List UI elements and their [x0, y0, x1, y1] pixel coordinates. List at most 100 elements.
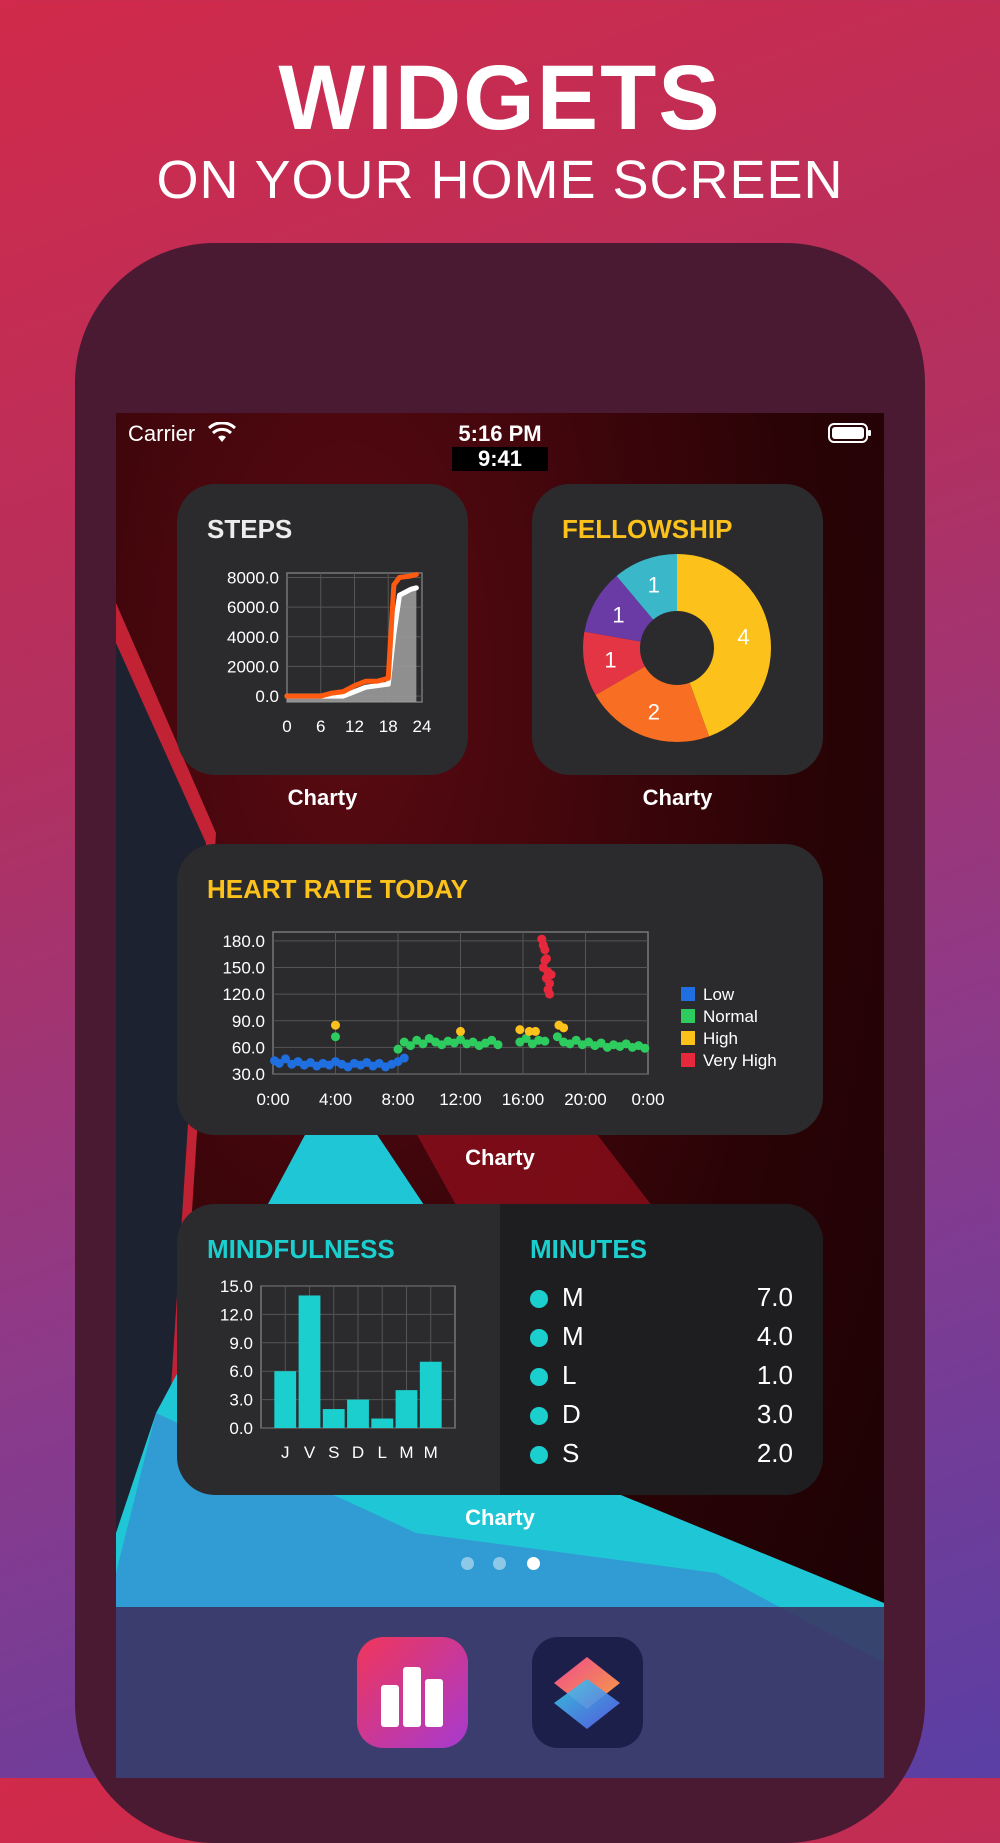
hero-subtitle: ON YOUR HOME SCREEN [156, 150, 844, 210]
steps-x-tick: 12 [345, 717, 364, 736]
minutes-label: M [562, 1321, 584, 1351]
hr-point [493, 1040, 503, 1050]
steps-series-line [284, 571, 419, 699]
wifi-icon [208, 422, 236, 442]
hr-x-tick: 16:00 [502, 1090, 545, 1109]
pie-slice-label: 1 [648, 573, 660, 598]
hr-legend-swatch [681, 987, 695, 1001]
charty-app-icon[interactable] [357, 1637, 468, 1748]
hr-point [331, 1032, 340, 1042]
steps-x-tick: 6 [316, 717, 325, 736]
hr-point [515, 1025, 525, 1035]
mindfulness-bar [395, 1390, 418, 1428]
pie-slice-label: 4 [737, 624, 749, 649]
hr-point [552, 1032, 562, 1042]
minutes-dot-icon [530, 1446, 548, 1464]
mindfulness-bar [298, 1295, 321, 1428]
steps-y-tick: 2000.0 [227, 657, 279, 676]
hr-y-tick: 90.0 [232, 1012, 265, 1031]
steps-widget[interactable]: STEPS 8000.0 6000.0 4000.0 2000.0 0.0 0 6 12 18 2… [177, 484, 468, 775]
hr-point [596, 1038, 606, 1048]
hr-y-tick: 180.0 [222, 932, 265, 951]
pie-slice-label: 1 [604, 648, 616, 673]
minutes-title: MINUTES [530, 1234, 647, 1264]
minutes-dot-icon [530, 1368, 548, 1386]
heart-rate-widget[interactable]: HEART RATE TODAY 180.0 150.0 120.0 90.0 60.0… [177, 844, 823, 1135]
hr-point [559, 1023, 569, 1033]
hr-point [524, 1026, 534, 1036]
steps-caption: Charty [287, 785, 358, 810]
hr-point [399, 1053, 409, 1063]
minutes-row: S 2.0 [530, 1438, 793, 1470]
mindfulness-bar [419, 1361, 442, 1428]
hr-point [281, 1054, 290, 1064]
minutes-value: 1.0 [756, 1360, 793, 1390]
hr-x-tick: 12:00 [439, 1090, 482, 1109]
hero-title: WIDGETS [278, 47, 722, 149]
fellowship-caption: Charty [642, 785, 713, 810]
hr-y-tick: 120.0 [222, 985, 265, 1004]
pie-slice [584, 575, 654, 642]
pie-slice [583, 631, 645, 695]
hr-x-tick: 0:00 [256, 1090, 289, 1109]
bar-y-tick: 9.0 [229, 1334, 253, 1353]
hr-point [540, 945, 550, 955]
mindfulness-bar [371, 1418, 394, 1428]
heart-rate-caption: Charty [465, 1145, 535, 1170]
hr-point [331, 1020, 340, 1030]
hr-legend-swatch [681, 1009, 695, 1023]
minutes-panel [500, 1204, 823, 1495]
bar-y-tick: 0.0 [229, 1419, 253, 1438]
home-screen: Carrier 5:16 PM 9:41 STEPS 8000.0 6000.0 4… [116, 413, 884, 1778]
hr-point [540, 955, 550, 965]
mindfulness-bar [274, 1371, 297, 1428]
hr-legend-label: High [703, 1029, 738, 1048]
hr-legend-swatch [681, 1053, 695, 1067]
minutes-row: M 7.0 [530, 1282, 793, 1314]
hr-point [406, 1041, 415, 1051]
minutes-value: 3.0 [756, 1399, 793, 1429]
hr-point [456, 1034, 465, 1044]
minutes-value: 7.0 [756, 1282, 793, 1312]
pie-slice-label: 1 [612, 602, 624, 627]
bar-y-tick: 6.0 [229, 1362, 253, 1381]
hr-point [531, 1026, 540, 1036]
minutes-dot-icon [530, 1290, 548, 1308]
hr-point [487, 1035, 497, 1045]
steps-x-tick: 0 [282, 717, 291, 736]
page-dot-3[interactable] [527, 1557, 540, 1570]
shortcuts-app-icon[interactable] [532, 1637, 643, 1748]
hr-legend-label: Normal [703, 1007, 758, 1026]
bar-y-tick: 12.0 [220, 1305, 253, 1324]
page-dot-2[interactable] [493, 1557, 506, 1570]
fellowship-title: FELLOWSHIP [562, 514, 733, 544]
shortcuts-icon [554, 1657, 620, 1729]
bar-x-tick: D [352, 1443, 364, 1462]
status-time: 5:16 PM [458, 421, 542, 446]
steps-x-tick: 24 [413, 717, 432, 736]
steps-x-tick: 18 [379, 717, 398, 736]
hr-legend-swatch [681, 1031, 695, 1045]
hr-point [418, 1039, 428, 1049]
mindfulness-title: MINDFULNESS [207, 1234, 395, 1264]
bar-x-tick: S [328, 1443, 339, 1462]
mindfulness-chart: 15.012.09.06.03.00.0J V S D L M M [220, 1277, 456, 1462]
hr-y-tick: 60.0 [232, 1038, 265, 1057]
hr-point [456, 1026, 465, 1036]
steps-y-tick: 8000.0 [227, 568, 279, 587]
minutes-value: 4.0 [756, 1321, 793, 1351]
bar-chart-icon [381, 1667, 443, 1727]
pie-slice [595, 666, 710, 742]
minutes-dot-icon [530, 1329, 548, 1347]
bar-x-tick: M [424, 1443, 438, 1462]
heart-rate-chart: 180.0 150.0 120.0 90.0 60.0 30.0 0:00 4:00 8:00 1… [222, 931, 777, 1109]
battery-icon [828, 423, 871, 443]
minutes-label: L [562, 1360, 577, 1390]
pie-slice-label: 2 [648, 699, 660, 724]
hr-legend-label: Very High [703, 1051, 777, 1070]
mindfulness-widget[interactable]: MINDFULNESS 15.0 12.0 9.0 6.0 3.0 0.0 J V S D L M M … [177, 1204, 823, 1495]
minutes-row: M 4.0 [530, 1321, 793, 1353]
page-dot-1[interactable] [461, 1557, 474, 1570]
